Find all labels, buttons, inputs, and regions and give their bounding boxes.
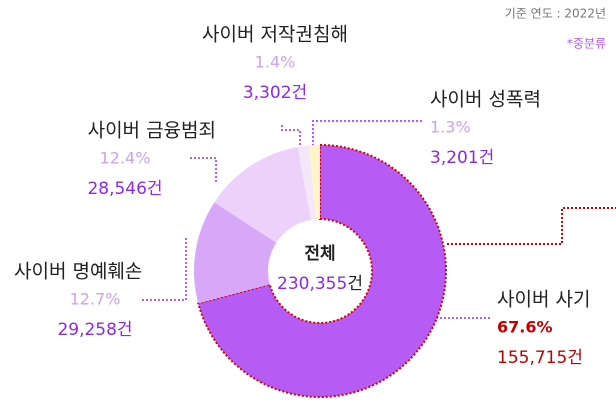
slice <box>297 145 316 220</box>
category-label: 사이버 명예훼손 <box>14 261 142 283</box>
slice <box>194 202 277 304</box>
category-label: 사이버 금융범죄 <box>88 120 216 142</box>
count-label: 155,715건 <box>497 348 583 368</box>
donut <box>194 143 447 398</box>
count-label: 3,302건 <box>243 83 307 103</box>
slice <box>214 146 311 243</box>
total-value: 230,355 <box>277 274 347 294</box>
slice <box>309 145 320 220</box>
count-label: 3,201건 <box>430 148 494 168</box>
total-unit: 건 <box>347 274 363 294</box>
note-level: *중분류 <box>567 37 606 51</box>
percent-label: 12.4% <box>100 149 151 168</box>
category-label: 사이버 성폭력 <box>430 89 541 111</box>
count-label: 28,546건 <box>87 179 162 199</box>
category-label: 사이버 저작권침해 <box>202 24 348 46</box>
category-label: 사이버 사기 <box>497 289 590 311</box>
slice <box>197 143 447 398</box>
percent-label: 12.7% <box>70 290 121 309</box>
note-year: 기준 연도 : 2022년 <box>505 7 606 21</box>
count-label: 29,258건 <box>57 320 132 340</box>
leaders <box>140 120 616 319</box>
percent-label: 1.4% <box>255 53 296 72</box>
total-text: 230,355건 <box>277 274 363 294</box>
percent-label: 67.6% <box>497 318 553 337</box>
total-title: 전체 <box>304 244 335 264</box>
percent-label: 1.3% <box>430 118 471 137</box>
